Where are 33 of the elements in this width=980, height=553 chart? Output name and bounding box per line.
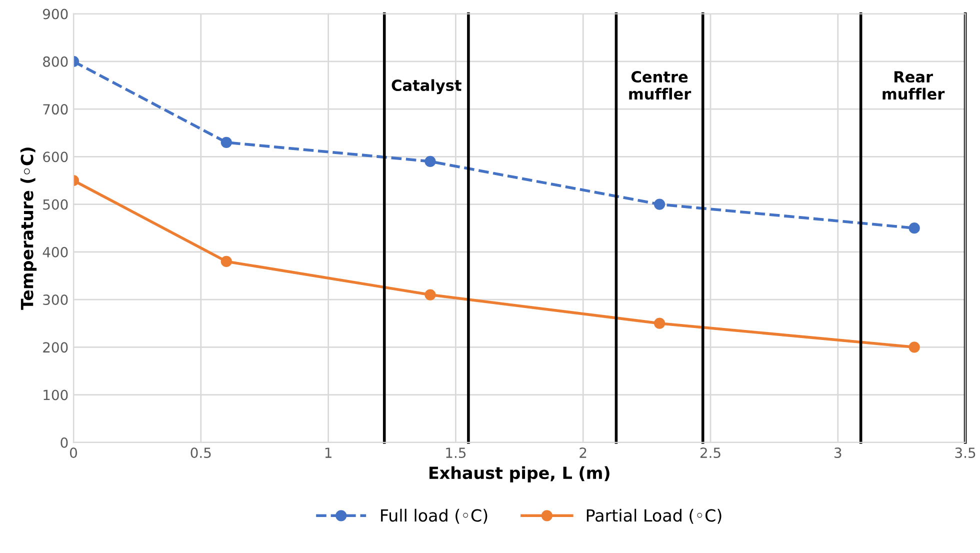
x-tick-label: 3	[834, 448, 842, 458]
point	[654, 318, 666, 329]
annotation: Rear muffler	[882, 71, 945, 100]
legend-label: Full load (◦C)	[381, 508, 488, 524]
x-axis-title: Exhaust pipe, L (m)	[430, 466, 610, 482]
x-tick-label: 1.5	[446, 448, 466, 458]
y-tick-label: 800	[43, 56, 68, 67]
point	[424, 156, 436, 167]
y-tick-label: 0	[60, 437, 68, 448]
y-tick-label: 300	[43, 294, 68, 306]
annotation: Centre muffler	[629, 71, 692, 100]
point	[220, 136, 232, 148]
point	[424, 289, 436, 300]
x-tick-label: 3.5	[955, 448, 976, 458]
y-tick-label: 400	[42, 246, 68, 258]
x-tick-label: 0	[70, 448, 77, 458]
x-tick-label: 2.5	[700, 448, 720, 458]
point	[908, 342, 920, 353]
x-tick-label: 2	[580, 448, 586, 458]
legend-label: Partial Load (◦C)	[586, 508, 722, 524]
x-tick-label: 1	[325, 448, 332, 458]
y-axis-title: Temperature (◦C)	[20, 148, 37, 310]
y-tick-label: 600	[43, 152, 68, 162]
annotation: Catalyst	[392, 79, 462, 94]
point	[654, 198, 666, 210]
y-tick-label: 700	[43, 104, 68, 115]
y-tick-label: 100	[44, 390, 68, 400]
x-tick-label: 0.5	[190, 448, 211, 458]
y-tick-label: 200	[43, 342, 68, 353]
point	[908, 222, 920, 234]
point	[220, 256, 232, 267]
y-tick-label: 500	[43, 199, 68, 210]
y-tick-label: 900	[43, 8, 68, 20]
